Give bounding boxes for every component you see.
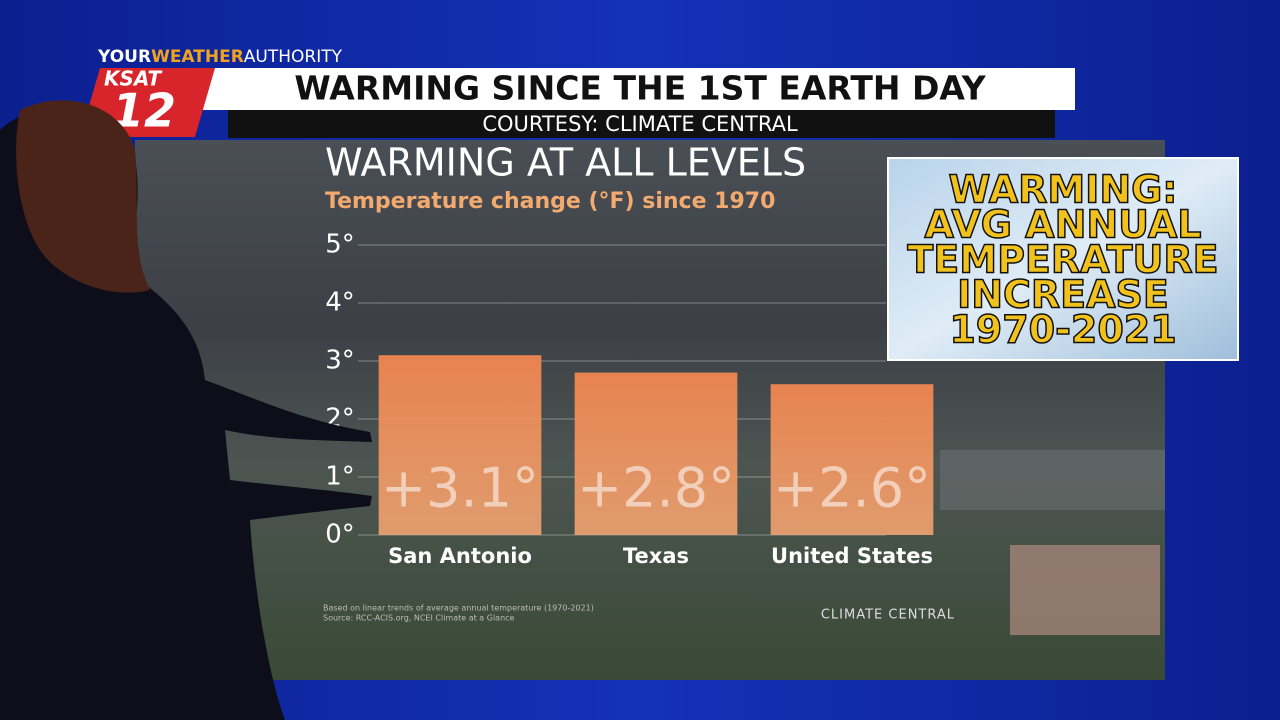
- source-logo: CLIMATE CENTRAL: [821, 608, 955, 623]
- x-tick-label: San Antonio: [388, 544, 532, 568]
- side-box: [887, 157, 1239, 361]
- x-tick-label: United States: [771, 544, 933, 568]
- value-label: +3.1°: [381, 457, 539, 520]
- footnote: Based on linear trends of average annual…: [323, 604, 594, 613]
- side-box-line: WARMING:: [948, 168, 1177, 212]
- tagline-part: WEATHER: [151, 47, 244, 67]
- station-name: KSAT: [104, 67, 162, 91]
- side-box-line: TEMPERATURE: [907, 238, 1218, 282]
- bar: [770, 384, 934, 535]
- title-bar: [200, 68, 1075, 110]
- chart-subtitle: Temperature change (°F) since 1970: [325, 189, 775, 214]
- value-label: +2.8°: [577, 457, 735, 520]
- side-box-line: INCREASE: [957, 273, 1169, 317]
- x-tick-label: Texas: [623, 544, 689, 568]
- tagline-part: AUTHORITY: [244, 47, 343, 67]
- highway: [940, 450, 1165, 510]
- y-tick-label: 0°: [325, 520, 355, 550]
- bar: [574, 372, 738, 535]
- tagline: YOURWEATHERAUTHORITY: [97, 47, 343, 67]
- side-box-line: AVG ANNUAL: [925, 203, 1202, 247]
- presenter-hair: [16, 100, 151, 293]
- side-box-line: 1970-2021: [949, 308, 1176, 352]
- building: [1010, 545, 1160, 635]
- side-box-text: WARMING:AVG ANNUALTEMPERATUREINCREASE197…: [907, 167, 1220, 353]
- footnote: Source: RCC-ACIS.org, NCEI Climate at a …: [323, 614, 515, 623]
- y-tick-label: 4°: [325, 288, 355, 318]
- value-label: +2.6°: [773, 457, 931, 520]
- courtesy-bar: [228, 110, 1055, 138]
- courtesy: COURTESY: CLIMATE CENTRAL: [482, 112, 798, 136]
- header-title: WARMING SINCE THE 1ST EARTH DAY: [294, 69, 986, 108]
- bar: [378, 355, 542, 535]
- y-tick-label: 5°: [325, 230, 355, 260]
- chart-title: WARMING AT ALL LEVELS: [325, 141, 806, 185]
- y-tick-label: 1°: [325, 462, 355, 492]
- y-tick-label: 3°: [325, 346, 355, 376]
- plot: 0°1°2°3°4°5°+3.1°San Antonio+2.8°Texas+2…: [325, 230, 934, 568]
- tagline-part: YOUR: [97, 47, 151, 67]
